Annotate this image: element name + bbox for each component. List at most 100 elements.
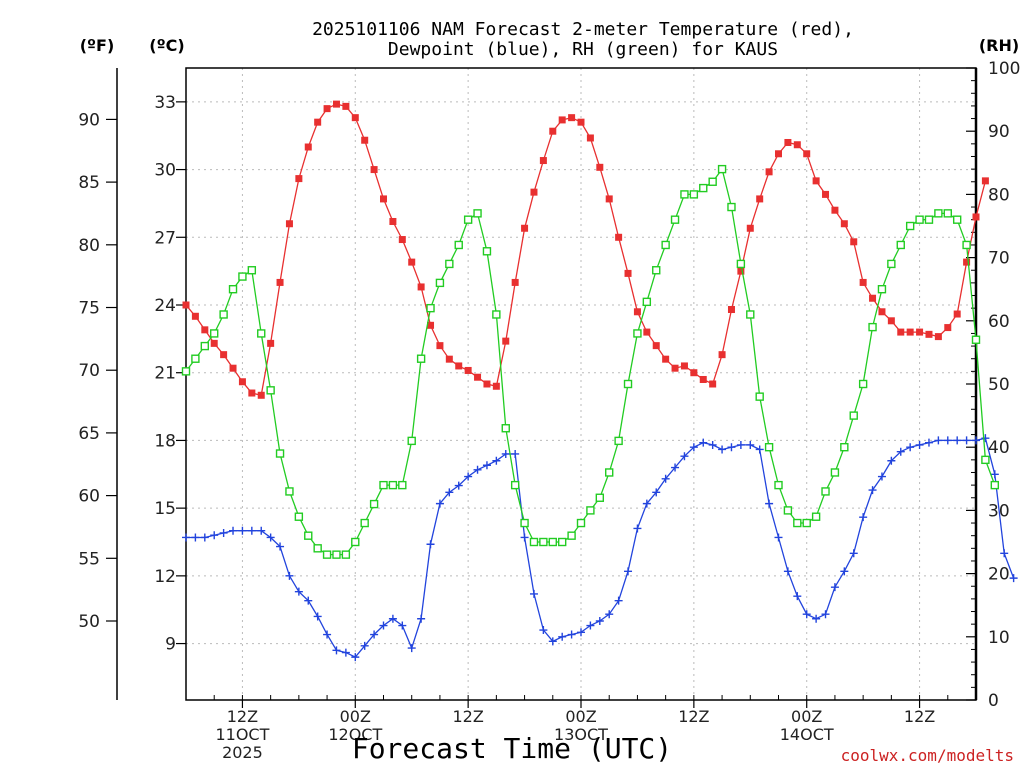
dewpoint-point [708, 440, 717, 449]
temperature-point [596, 163, 604, 171]
temperature-point [267, 339, 275, 347]
rh-point [821, 487, 830, 496]
temperature-point [427, 321, 435, 329]
dewpoint-point [642, 499, 651, 508]
dewpoint-point [689, 443, 698, 452]
dewpoint-point [633, 524, 642, 533]
fahrenheit-tick-label: 55 [78, 549, 100, 569]
dewpoint-point [219, 528, 228, 537]
dewpoint-point [671, 463, 680, 472]
rh-point [915, 215, 924, 224]
dewpoint-point [567, 630, 576, 639]
rh-point [962, 240, 971, 250]
temperature-point [793, 141, 801, 149]
temperature-point [201, 326, 209, 334]
dewpoint-point [473, 465, 482, 474]
rh-tick-label: 20 [988, 565, 1010, 585]
celsius-tick-label: 24 [154, 296, 176, 316]
rh-point [774, 480, 783, 490]
temperature-point [906, 328, 914, 336]
rh-point [407, 436, 416, 446]
fahrenheit-tick-label: 90 [78, 110, 100, 130]
rh-point [924, 215, 934, 224]
temperature-point [934, 333, 942, 341]
rh-point [670, 215, 680, 224]
rh-point [755, 392, 764, 401]
dewpoint-point [464, 472, 473, 481]
dewpoint-point [266, 533, 275, 542]
rh-point [633, 329, 642, 338]
dewpoint-point [990, 470, 999, 479]
rh-point [746, 310, 755, 319]
dewpoint-point [652, 488, 661, 497]
temperature-point [615, 233, 623, 241]
rh-point [858, 379, 868, 389]
dewpoint-point [924, 438, 933, 447]
rh-point [868, 322, 877, 332]
temperature-point [549, 127, 557, 135]
rh-point [840, 443, 849, 452]
rh-unit-label: (RH) [979, 36, 1019, 55]
dewpoint-point [765, 499, 774, 508]
rh-point [501, 424, 510, 433]
rh-point [238, 272, 247, 281]
temperature-point [897, 328, 905, 336]
temperature-point [229, 364, 237, 372]
temperature-point [248, 389, 256, 397]
dewpoint-point [896, 447, 905, 456]
dewpoint-point [661, 474, 670, 483]
celsius-tick-label: 9 [165, 635, 176, 655]
temperature-point [332, 100, 340, 108]
temperature-point [521, 224, 529, 232]
rh-point [877, 285, 887, 294]
temperature-point [859, 278, 867, 286]
dewpoint-point [802, 610, 811, 619]
temperature-point [586, 134, 594, 142]
temperature-point [972, 213, 980, 221]
temperature-point [652, 342, 660, 350]
dewpoint-point [501, 449, 510, 458]
temperature-point [380, 195, 387, 203]
dewpoint-point [934, 436, 943, 445]
dewpoint-point [247, 526, 256, 535]
dewpoint-point [351, 653, 360, 662]
rh-point [388, 480, 398, 490]
rh-point [623, 379, 633, 389]
rh-tick-label: 40 [988, 438, 1010, 458]
temperature-point [765, 168, 773, 176]
temperature-point [276, 278, 284, 286]
temperature-point [887, 317, 895, 325]
rh-point [482, 247, 492, 256]
rh-tick-label: 60 [988, 312, 1010, 332]
temperature-point [511, 278, 519, 286]
dewpoint-point [1000, 549, 1009, 558]
dewpoint-point [360, 641, 369, 650]
rh-point [285, 487, 294, 496]
temperature-point [756, 195, 764, 203]
temperature-point [963, 258, 971, 266]
rh-point [181, 367, 191, 376]
rh-point [294, 512, 304, 521]
temperature-point [238, 378, 246, 386]
dewpoint-point [388, 614, 397, 623]
dewpoint-point [840, 567, 849, 576]
dewpoint-point [614, 596, 623, 605]
temperature-point [408, 258, 416, 266]
rh-point [783, 506, 793, 515]
credit-link[interactable]: coolwx.com/modelts [841, 746, 1014, 765]
temperature-point [220, 351, 228, 359]
dewpoint-point [812, 614, 821, 623]
temperature-point [633, 308, 641, 316]
axes: 9 12 15 18 21 24 27 30 33 50 55 60 65 70 75 80 85 90 0 10 20… [78, 59, 1020, 762]
rh-point [473, 209, 482, 218]
rh-tick-label: 80 [988, 185, 1010, 205]
rh-tick-label: 100 [988, 59, 1020, 79]
temperature-point [342, 102, 350, 110]
temperature-point [709, 380, 717, 388]
temperature-point [784, 138, 792, 146]
dewpoint-point [323, 630, 332, 639]
dewpoint-point [859, 513, 868, 522]
rh-point [830, 468, 840, 477]
chart-title-line2: Dewpoint (blue), RH (green) for KAUS [388, 39, 778, 60]
temperature-point [474, 373, 482, 381]
